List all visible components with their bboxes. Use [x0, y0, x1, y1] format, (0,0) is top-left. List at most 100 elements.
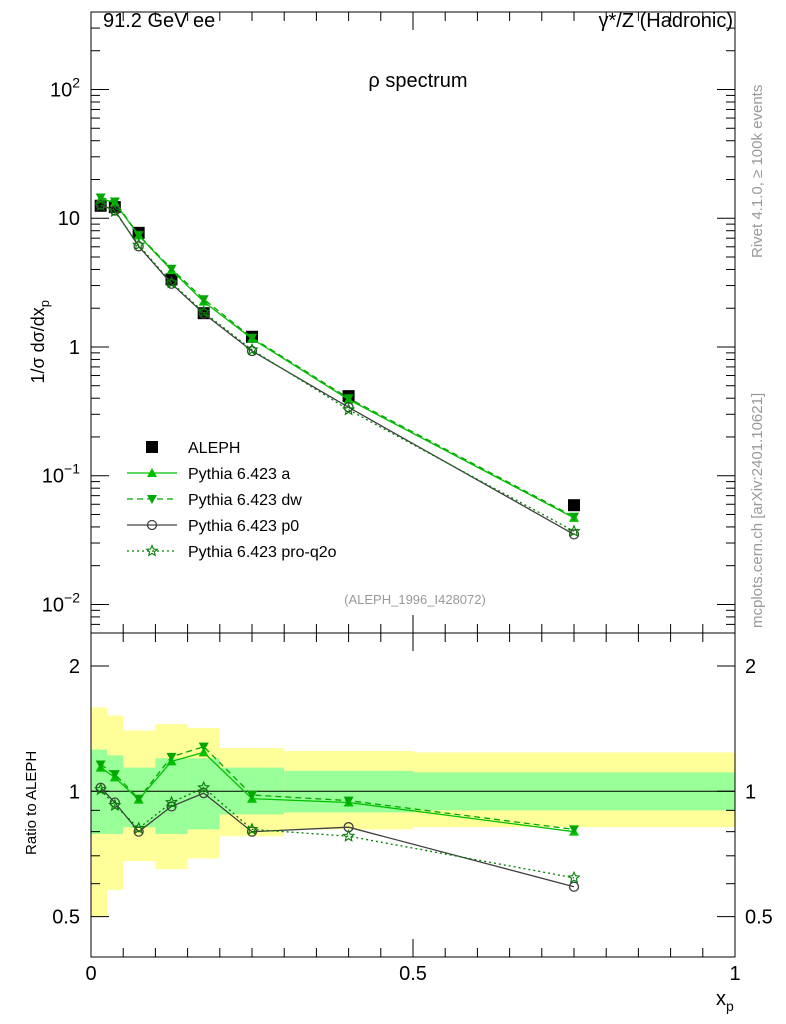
marker-circle [166, 278, 177, 289]
legend-entry: Pythia 6.423 dw [127, 492, 302, 509]
energy-label: 91.2 GeV ee [103, 10, 215, 32]
process-prefix: γ*/Z [599, 10, 640, 32]
tick-exponent: 2 [72, 75, 80, 91]
marker-triangle-up [198, 747, 209, 757]
x-axis-label: xp [716, 988, 734, 1014]
y-axis-label-main: 1/σ dσ/dxp [28, 300, 52, 384]
legend-label: ALEPH [188, 440, 240, 457]
marker-star [567, 870, 581, 884]
marker-circle [133, 241, 144, 252]
mcplots-label: mcplots.cern.ch [arXiv:2401.10621] [749, 393, 766, 628]
legend-label: Pythia 6.423 p0 [188, 518, 299, 535]
marker-circle [198, 308, 209, 319]
marker-star [245, 822, 259, 836]
marker-star [342, 402, 356, 416]
marker-circle [109, 797, 120, 808]
tick-exponent: −1 [64, 461, 80, 477]
ratio-y-tick-label-left: 0.5 [52, 907, 80, 929]
y-tick-label: 10 [58, 208, 80, 230]
x-label-main: x [716, 988, 726, 1010]
marker-star [197, 780, 211, 794]
series-pythia-6-423-p0 [95, 199, 580, 540]
marker-star [132, 821, 146, 834]
series-aleph [94, 199, 580, 512]
legend: ALEPH Pythia 6.423 a Pythia 6.423 dw Pythia… [127, 440, 337, 561]
marker-triangle-down [95, 193, 106, 203]
ratio-y-tick-label-left: 1 [69, 781, 80, 803]
marker-triangle-up [147, 468, 157, 477]
marker-star [164, 275, 179, 289]
marker-triangle-down [198, 742, 209, 752]
marker-circle [133, 826, 144, 837]
marker-triangle-down [95, 760, 106, 770]
marker-triangle-down [109, 770, 120, 780]
marker-triangle-down [343, 394, 354, 404]
tick-base: 10 [42, 466, 64, 488]
process-suffix: (Hadronic) [640, 10, 733, 32]
marker-triangle-down [198, 295, 209, 305]
marker-star [245, 342, 259, 356]
marker-circle [198, 787, 209, 799]
x-tick-label: 1 [729, 963, 740, 985]
marker-triangle-down [569, 512, 579, 522]
x-tick-label: 0.5 [399, 963, 427, 985]
marker-circle [568, 881, 580, 892]
marker-star [108, 204, 122, 218]
marker-star [567, 524, 581, 537]
marker-triangle-down [569, 825, 579, 835]
ratio-y-tick-label-right: 0.5 [745, 907, 773, 929]
marker-triangle-down [147, 495, 157, 504]
ratio-series-line [100, 786, 575, 879]
y-label-sub: p [37, 300, 52, 307]
series-line [100, 204, 575, 535]
y-tick-label: 1 [69, 337, 80, 359]
marker-triangle-down [247, 333, 257, 343]
y-tick-label: 102 [50, 75, 80, 102]
marker-triangle-down [109, 197, 120, 207]
ratio-y-tick-label-right: 2 [745, 656, 756, 678]
ratio-series-pythia-6-423-dw [95, 742, 579, 835]
tick-exponent: −2 [64, 589, 80, 605]
series-line [100, 204, 575, 532]
legend-entry: Pythia 6.423 pro-q2o [127, 544, 337, 561]
y-label-part-1: 1/σ dσ/dx [28, 307, 48, 383]
marker-star [145, 544, 159, 557]
marker-triangle-down [166, 752, 177, 762]
y-axis-label-ratio: Ratio to ALEPH [23, 751, 40, 855]
legend-label: Pythia 6.423 dw [188, 492, 302, 509]
marker-triangle-down [133, 794, 144, 804]
rivet-label: Rivet 4.1.0, ≥ 100k events [749, 85, 766, 258]
legend-entry: Pythia 6.423 a [127, 466, 290, 483]
marker-star [94, 782, 108, 796]
marker-star [164, 795, 179, 809]
series-pythia-6-423-dw [95, 193, 579, 522]
marker-circle [568, 529, 580, 540]
marker-triangle-down [247, 790, 257, 800]
x-tick-label: 0 [85, 963, 96, 985]
series-line [100, 197, 575, 519]
y-tick-label: 10−1 [42, 461, 80, 488]
ratio-series-line [100, 745, 575, 831]
marker-triangle-down [133, 231, 144, 241]
ratio-y-tick-label-right: 1 [745, 781, 756, 803]
ratio-series-pythia-6-423-pro-q2o [94, 780, 581, 884]
data-point-square [146, 441, 158, 453]
main-frame [90, 11, 736, 634]
y-tick-label: 10−2 [42, 589, 80, 616]
uncertainty-band-inner [107, 755, 124, 834]
marker-triangle-down [343, 796, 354, 806]
ratio-series-line [100, 787, 575, 888]
marker-circle [146, 519, 158, 531]
marker-star [94, 198, 108, 211]
marker-star [132, 238, 146, 251]
marker-circle [246, 345, 258, 357]
tick-base: 10 [50, 80, 72, 102]
series-line [100, 196, 575, 518]
process-label: γ*/Z (Hadronic) [599, 10, 733, 32]
data-point-square [568, 499, 580, 512]
marker-star [108, 798, 122, 812]
series-pythia-6-423-pro-q2o [94, 198, 581, 537]
marker-star [342, 829, 356, 842]
x-label-sub: p [726, 998, 734, 1014]
